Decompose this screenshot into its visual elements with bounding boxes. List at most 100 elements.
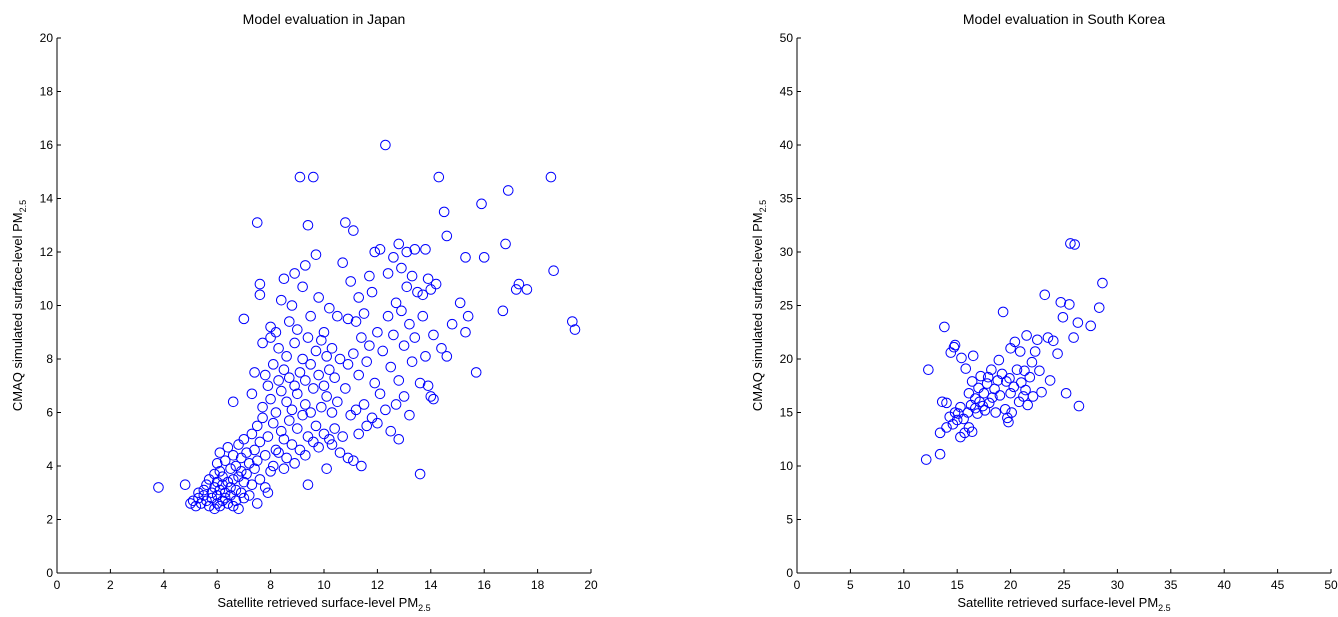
scatter-point	[211, 498, 223, 509]
y-tick-label: 45	[780, 85, 794, 99]
scatter-point	[369, 377, 381, 389]
scatter-point	[294, 367, 306, 378]
scatter-point	[273, 343, 284, 354]
scatter-point	[1005, 387, 1016, 399]
scatter-point	[385, 361, 397, 373]
scatter-point	[993, 354, 1005, 366]
scatter-point	[329, 372, 340, 384]
scatter-point	[257, 401, 268, 413]
x-tick-label: 0	[794, 578, 801, 592]
scatter-point	[420, 351, 431, 362]
scatter-point	[417, 289, 429, 301]
scatter-point	[1006, 407, 1017, 418]
scatter-point	[1014, 346, 1026, 357]
y-axis-label-text: CMAQ simulated surface-level PM	[750, 212, 765, 411]
scatter-point	[1069, 239, 1080, 250]
scatter-point	[257, 412, 268, 424]
scatter-point	[353, 292, 365, 303]
x-tick-label: 14	[424, 578, 438, 592]
scatter-point	[982, 371, 994, 383]
x-tick-label: 12	[371, 578, 385, 592]
scatter-point	[990, 407, 1001, 418]
scatter-point	[324, 433, 335, 445]
scatter-point	[286, 300, 298, 311]
scatter-point	[997, 306, 1009, 318]
x-tick-label: 4	[160, 578, 167, 592]
scatter-point	[374, 244, 386, 255]
scatter-point	[380, 404, 391, 416]
scatter-point	[348, 348, 359, 359]
scatter-point	[259, 450, 271, 461]
y-tick-label: 10	[40, 299, 54, 313]
y-tick-label: 50	[780, 31, 794, 45]
scatter-point	[409, 332, 421, 343]
scatter-point	[270, 407, 282, 418]
scatter-point	[406, 356, 418, 367]
scatter-point	[334, 353, 346, 365]
scatter-point	[350, 316, 362, 327]
scatter-point	[227, 500, 239, 512]
scatter-point	[521, 284, 533, 295]
x-tick-label: 18	[531, 578, 545, 592]
y-axis-label-subscript: 2.5	[18, 200, 28, 213]
y-tick-label: 20	[40, 31, 54, 45]
scatter-point	[1004, 372, 1015, 384]
scatter-point	[414, 377, 426, 389]
scatter-point	[233, 439, 244, 450]
scatter-point	[1032, 334, 1043, 346]
scatter-point	[385, 425, 397, 437]
chart-title-japan: Model evaluation in Japan	[243, 11, 406, 27]
scatter-point	[227, 474, 239, 485]
scatter-point	[225, 490, 236, 501]
scatter-point	[1073, 400, 1085, 412]
scatter-point	[1001, 376, 1012, 387]
scatter-point	[1057, 311, 1069, 323]
scatter-point	[388, 252, 399, 263]
scatter-point	[361, 420, 373, 432]
scatter-point	[1055, 296, 1067, 308]
scatter-point	[251, 455, 263, 466]
scatter-point	[310, 249, 322, 260]
scatter-point	[404, 318, 415, 330]
scatter-point	[497, 305, 509, 317]
scatter-point	[235, 466, 247, 477]
scatter-point	[305, 359, 316, 370]
scatter-point	[275, 385, 287, 397]
scatter-point	[1034, 365, 1045, 377]
scatter-point	[462, 310, 474, 322]
y-tick-label: 20	[780, 352, 794, 366]
scatter-point	[433, 171, 445, 183]
scatter-point	[441, 230, 453, 242]
scatter-point	[211, 490, 223, 501]
scatter-point	[300, 450, 311, 461]
scatter-point	[358, 308, 370, 319]
scatter-point	[994, 390, 1006, 401]
scatter-point	[1024, 371, 1036, 383]
scatter-point	[478, 252, 490, 263]
scatter-point	[254, 278, 266, 290]
scatter-point	[214, 484, 226, 496]
scatter-point	[476, 198, 487, 210]
scatter-point	[321, 463, 332, 474]
scatter-point	[1022, 399, 1033, 411]
scatter-point	[545, 171, 557, 183]
scatter-point	[278, 463, 290, 474]
scatter-point	[249, 463, 260, 474]
scatter-point	[292, 388, 303, 400]
x-tick-label: 2	[107, 578, 114, 592]
scatter-point	[275, 294, 287, 306]
scatter-point	[366, 286, 378, 298]
scatter-point	[920, 454, 932, 465]
scatter-point	[337, 257, 348, 269]
y-tick-label: 15	[780, 406, 794, 420]
scatter-point	[417, 310, 429, 322]
scatter-point	[302, 431, 314, 442]
scatter-point	[393, 375, 405, 386]
scatter-point	[1011, 364, 1023, 376]
scatter-point	[428, 393, 439, 405]
scatter-point	[211, 476, 223, 488]
scatter-point	[356, 460, 367, 472]
scatter-point	[963, 387, 975, 399]
scatter-point	[1085, 320, 1096, 332]
